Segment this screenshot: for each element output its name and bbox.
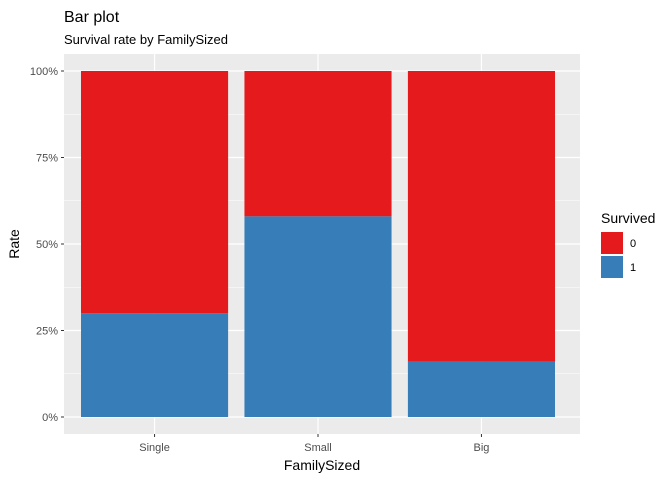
bar-small-survived-1 [244,216,392,417]
y-axis-ticks: 0% 25% 50% 75% 100% [30,66,64,424]
x-tick-label: Small [304,442,332,454]
y-axis-title: Rate [6,229,22,259]
x-axis-ticks: Single Small Big [139,434,489,454]
y-tick-label: 75% [36,153,58,165]
bar-big-survived-1 [407,361,555,417]
bar-small-survived-0 [244,71,392,217]
bar-big-survived-0 [407,71,555,362]
legend-label-1: 1 [630,262,636,274]
legend-title: Survived [601,210,655,226]
x-tick-label: Single [139,442,170,454]
bars [81,71,555,417]
x-tick-label: Big [473,442,489,454]
chart-title: Bar plot [64,9,120,26]
y-tick-label: 100% [30,66,58,78]
y-tick-label: 25% [36,326,58,338]
y-tick-label: 50% [36,239,58,251]
legend-key-1 [601,256,623,278]
legend-key-0 [601,232,623,254]
y-tick-label: 0% [42,412,58,424]
bar-single-survived-1 [81,313,229,417]
chart-subtitle: Survival rate by FamilySized [64,32,228,47]
x-axis-title: FamilySized [284,457,360,473]
legend-label-0: 0 [630,238,636,250]
bar-single-survived-0 [81,71,229,314]
legend: Survived 0 1 [601,210,655,278]
